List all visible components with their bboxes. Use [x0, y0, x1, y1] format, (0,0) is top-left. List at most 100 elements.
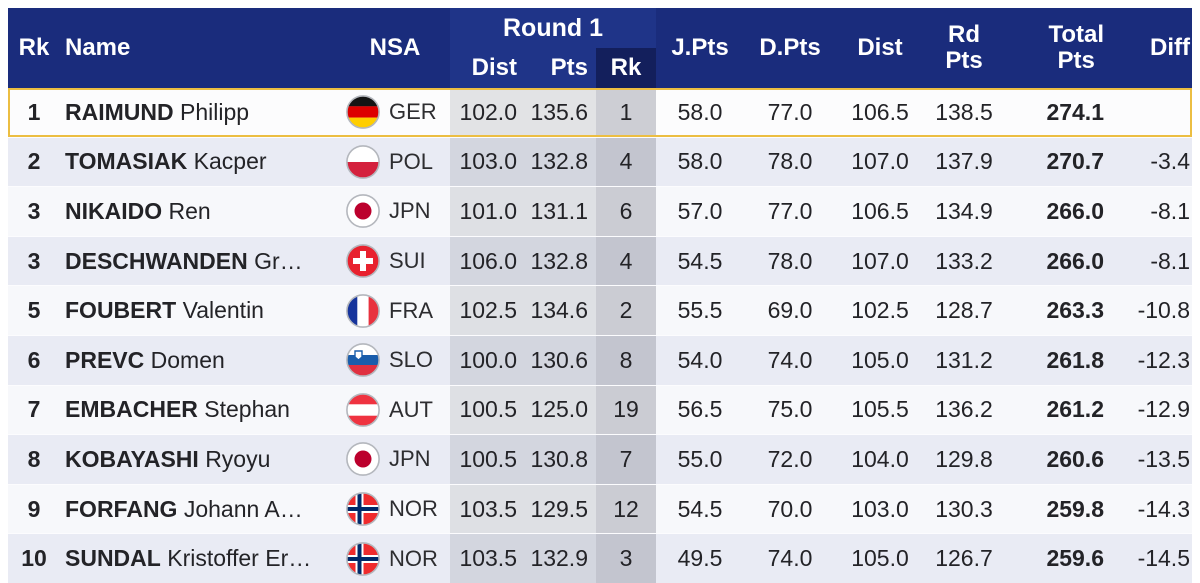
diff-value: -13.5: [1137, 445, 1190, 472]
col-header-round1-dist: Dist: [471, 54, 517, 81]
athlete-surname: EMBACHER: [65, 396, 198, 423]
result-row[interactable]: 9 FORFANG Johann A… NOR 103.5 129.5 12 54.5 70.…: [8, 483, 1192, 534]
athlete-given-name: Ren: [168, 197, 211, 224]
judge-points-value: 56.5: [677, 396, 723, 423]
diff-value: [1104, 88, 1192, 137]
round-points-value: 133.2: [935, 247, 993, 274]
col-header-round1-pts: Pts: [550, 54, 588, 81]
athlete-name: SUNDAL Kristoffer Er…: [60, 534, 340, 583]
distance-value: 102.5: [851, 297, 909, 324]
round1-dist-value: 100.0: [450, 335, 523, 385]
round1-rank-value: 12: [596, 484, 656, 534]
round-points-value: 138.5: [935, 98, 993, 125]
distance-value: 105.0: [851, 545, 909, 572]
round1-dist-value: 103.5: [450, 484, 523, 534]
nation-code: POL: [389, 148, 434, 174]
round1-rank-value: 6: [596, 187, 656, 236]
judge-points-value: 58.0: [677, 148, 723, 175]
total-points-value: 259.6: [1046, 545, 1104, 572]
judge-points-value: 58.0: [677, 98, 723, 125]
distance-value: 106.5: [851, 197, 909, 224]
round-points-value: 126.7: [935, 545, 993, 572]
diff-value: -14.5: [1137, 545, 1190, 572]
distance-value: 104.0: [851, 445, 909, 472]
flag-switzerland-icon: [346, 244, 380, 278]
round1-pts-value: 135.6: [523, 88, 596, 137]
flag-japan-icon: [346, 194, 380, 229]
distance-points-value: 70.0: [767, 495, 813, 522]
nation-cell: SLO: [340, 336, 450, 385]
result-row[interactable]: 7 EMBACHER Stephan AUT 100.5 125.0 19 56.5 75.0…: [8, 384, 1192, 435]
flag-norway-icon: [346, 541, 380, 576]
distance-points-value: 72.0: [767, 445, 813, 472]
nation-cell: JPN: [340, 435, 450, 484]
round1-pts-value: 131.1: [523, 187, 596, 236]
round-points-value: 128.7: [935, 297, 993, 324]
athlete-name: RAIMUND Philipp: [60, 88, 340, 137]
athlete-name: PREVC Domen: [60, 336, 340, 385]
athlete-name: NIKAIDO Ren: [60, 187, 340, 236]
distance-points-value: 74.0: [767, 545, 813, 572]
diff-value: -14.3: [1137, 495, 1190, 522]
col-header-total-points: Total Pts: [1048, 21, 1104, 74]
round-points-value: 136.2: [935, 396, 993, 423]
result-row[interactable]: 3 NIKAIDO Ren JPN 101.0 131.1 6 57.0 77.0 106.5 1…: [8, 186, 1192, 236]
table-body: 1 RAIMUND Philipp GER 102.0 135.6 1 58.0 77.0 10…: [8, 88, 1192, 583]
athlete-name: KOBAYASHI Ryoyu: [60, 435, 340, 484]
athlete-given-name: Stephan: [204, 396, 290, 423]
result-row[interactable]: 10 SUNDAL Kristoffer Er… NOR 103.5 132.9 3 49.…: [8, 533, 1192, 583]
round1-dist-value: 102.5: [450, 286, 523, 335]
nation-code: AUT: [389, 396, 433, 422]
col-header-distance: Dist: [857, 34, 903, 61]
nation-cell: POL: [340, 138, 450, 187]
total-points-value: 260.6: [1046, 445, 1104, 472]
nation-code: JPN: [389, 446, 431, 472]
nation-code: JPN: [389, 198, 431, 224]
round1-dist-value: 103.5: [450, 534, 523, 583]
rank-value: 1: [27, 98, 41, 125]
athlete-given-name: Ryoyu: [205, 445, 271, 472]
flag-germany-icon: [346, 95, 380, 130]
round1-rank-value: 3: [596, 534, 656, 583]
result-row[interactable]: 6 PREVC Domen SLO 100.0 130.6 8 54.0 74.0 105.0 1…: [8, 334, 1192, 385]
result-row[interactable]: 1 RAIMUND Philipp GER 102.0 135.6 1 58.0 77.0 10…: [8, 88, 1192, 137]
flag-poland-icon: [346, 144, 380, 179]
total-points-value: 266.0: [1046, 197, 1104, 224]
col-header-round1-rank: Rk: [596, 48, 656, 88]
col-header-round-points: Rd Pts: [945, 21, 983, 74]
round1-group-title: Round 1: [503, 13, 603, 42]
athlete-given-name: Philipp: [180, 98, 250, 125]
nation-code: GER: [389, 99, 437, 125]
rank-value: 10: [21, 545, 47, 572]
athlete-name: DESCHWANDEN Gr…: [60, 237, 340, 286]
athlete-surname: FORFANG: [65, 495, 178, 522]
rank-value: 2: [27, 148, 41, 175]
round1-pts-value: 134.6: [523, 286, 596, 335]
result-row[interactable]: 5 FOUBERT Valentin FRA 102.5 134.6 2 55.5 69.0 1…: [8, 285, 1192, 335]
flag-france-icon: [346, 293, 380, 328]
athlete-name: EMBACHER Stephan: [60, 386, 340, 435]
diff-value: -8.1: [1150, 247, 1190, 274]
total-points-value: 263.3: [1046, 297, 1104, 324]
result-row[interactable]: 2 TOMASIAK Kacper POL 103.0 132.8 4 58.0 78.0 10…: [8, 136, 1192, 187]
result-row[interactable]: 3 DESCHWANDEN Gr… SUI 106.0 132.8 4 54.5 78.0 10…: [8, 235, 1192, 286]
athlete-name: TOMASIAK Kacper: [60, 138, 340, 187]
judge-points-value: 55.5: [677, 297, 723, 324]
result-row[interactable]: 8 KOBAYASHI Ryoyu JPN 100.5 130.8 7 55.0 72.0 10…: [8, 434, 1192, 484]
flag-austria-icon: [346, 392, 380, 427]
round-points-value: 137.9: [935, 148, 993, 175]
diff-value: -12.9: [1137, 396, 1190, 423]
judge-points-value: 54.5: [677, 495, 723, 522]
round1-dist-value: 100.5: [450, 385, 523, 435]
rank-value: 6: [27, 346, 41, 373]
total-points-value: 261.2: [1046, 396, 1104, 423]
round1-pts-value: 129.5: [523, 484, 596, 534]
total-points-value: 274.1: [1046, 98, 1104, 125]
nation-code: SUI: [389, 248, 426, 274]
rank-value: 7: [27, 396, 41, 423]
distance-points-value: 75.0: [767, 396, 813, 423]
athlete-surname: FOUBERT: [65, 297, 177, 324]
diff-value: -8.1: [1150, 197, 1190, 224]
athlete-name: FOUBERT Valentin: [60, 286, 340, 335]
rank-value: 3: [27, 197, 41, 224]
